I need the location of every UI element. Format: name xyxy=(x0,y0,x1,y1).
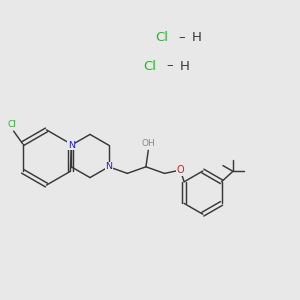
Text: O: O xyxy=(176,165,184,175)
Text: –: – xyxy=(166,59,173,73)
Text: –: – xyxy=(178,31,185,44)
Text: H: H xyxy=(192,31,201,44)
Text: N: N xyxy=(68,141,75,150)
Text: Cl: Cl xyxy=(143,59,157,73)
Text: Cl: Cl xyxy=(8,120,16,129)
Text: H: H xyxy=(180,59,189,73)
Text: OH: OH xyxy=(141,139,155,148)
Text: Cl: Cl xyxy=(155,31,169,44)
Text: N: N xyxy=(105,162,112,171)
